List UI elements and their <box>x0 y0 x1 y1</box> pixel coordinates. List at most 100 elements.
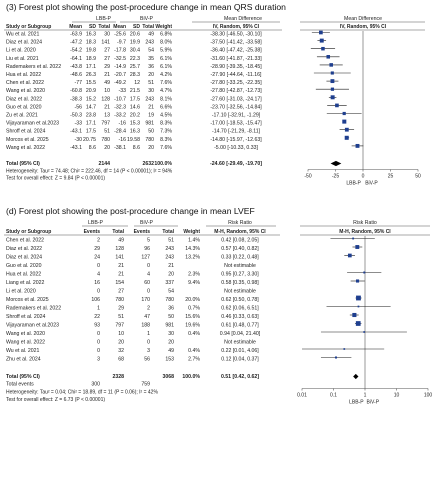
table-cell: 20 <box>104 145 110 151</box>
study-point <box>356 295 361 301</box>
table-cell: -33 <box>75 121 83 127</box>
table-cell: 49 <box>168 348 174 354</box>
column-header: SD <box>133 24 140 30</box>
table-cell: 0.61 [0.48, 0.77] <box>221 323 259 329</box>
column-header: Mean <box>113 24 126 30</box>
column-header: M-H, Random, 95% CI <box>214 229 266 235</box>
tick-label: 0 <box>362 174 365 180</box>
study-point <box>335 103 339 108</box>
table-cell: 0 <box>147 340 150 346</box>
study-name: Li et al. 2020 <box>6 48 36 54</box>
heterogeneity-text: Heterogeneity: Tau² = 0.04; Chi² = 18.89… <box>6 390 158 396</box>
table-cell: -64.1 <box>70 56 82 62</box>
table-cell: 22.3 <box>130 56 140 62</box>
forest-plot-qrs: LBB-P BiV-P Mean Difference Mean Difference… <box>4 16 425 187</box>
table-cell: 21 <box>118 272 124 278</box>
table-cell: 25.7 <box>130 64 140 70</box>
column-header: IV, Random, 95% CI <box>213 24 260 30</box>
total-cell: 2632 <box>142 161 154 167</box>
study-point <box>330 71 334 75</box>
table-cell: 128 <box>101 96 110 102</box>
table-cell: 68 <box>118 357 124 363</box>
table-cell: 170 <box>141 297 150 303</box>
table-cell: 0.7% <box>188 306 200 312</box>
table-cell: 0.22 [0.01, 4.06] <box>221 348 259 354</box>
table-cell: 243 <box>145 96 154 102</box>
table-cell: 0 <box>97 289 100 295</box>
table-cell: 6.8% <box>160 32 172 38</box>
table-cell: 2 <box>97 238 100 244</box>
study-point <box>355 321 361 326</box>
table-cell: 127 <box>141 255 150 261</box>
table-cell: 19.8 <box>86 48 96 54</box>
table-cell: 30.4 <box>130 48 140 54</box>
study-name: Diaz et al. 2022 <box>6 246 42 252</box>
table-cell: 18.3 <box>86 40 96 46</box>
study-name: Hua et al. 2022 <box>6 72 41 78</box>
table-cell: 35 <box>148 56 154 62</box>
table-cell: -20.7 <box>114 72 126 78</box>
table-cell: -56 <box>75 104 83 110</box>
table-cell: -17.10 [-32.91, -1.29] <box>212 113 261 119</box>
table-cell: 36 <box>168 306 174 312</box>
table-cell: 0 <box>147 263 150 269</box>
table-cell: -43.8 <box>70 64 82 70</box>
table-cell: 15.2 <box>86 96 96 102</box>
tick-label: 25 <box>388 174 394 180</box>
table-cell: 20.0% <box>185 297 200 303</box>
study-name: Diaz et al. 2022 <box>6 96 42 102</box>
total-cell: 0.51 [0.42, 0.62] <box>221 374 259 380</box>
panel-c-heading: (3) Forest plot showing the post-procedu… <box>6 2 286 12</box>
column-header: Events <box>134 229 151 235</box>
table-cell: 0.42 [0.08, 2.05] <box>221 238 259 244</box>
study-name: Guo et al. 2020 <box>6 263 42 269</box>
total-cell: 3068 <box>162 374 174 380</box>
study-name: Chen et al. 2022 <box>6 80 44 86</box>
table-cell: -38.3 <box>70 96 82 102</box>
overall-effect-text: Test for overall effect: Z = 6.73 (P < 0… <box>6 397 105 403</box>
tick-label: 10 <box>394 393 400 399</box>
table-cell: 0.4% <box>188 331 200 337</box>
study-name: Wang et al. 2020 <box>6 88 45 94</box>
total-events-cell: 300 <box>91 382 100 388</box>
table-cell: 19.6% <box>185 323 200 329</box>
table-cell: -27.80 [-33.25, -22.35] <box>210 80 262 86</box>
study-point <box>355 143 360 148</box>
table-cell: 49 <box>118 238 124 244</box>
table-cell: 21 <box>118 263 124 269</box>
table-cell: 20 <box>168 272 174 278</box>
table-cell: 30 <box>148 88 154 94</box>
group-header: Mean Difference <box>224 16 262 22</box>
table-cell: 16.3 <box>86 32 96 38</box>
table-cell: 337 <box>165 280 174 286</box>
table-cell: -77 <box>75 80 83 86</box>
table-cell: -32.5 <box>114 56 126 62</box>
total-events-label: Total events <box>6 382 34 388</box>
table-cell: 26.3 <box>86 72 96 78</box>
table-cell: 30 <box>168 331 174 337</box>
table-cell: 780 <box>101 137 110 143</box>
table-cell: 22 <box>94 314 100 320</box>
study-name: Wang et al. 2022 <box>6 145 45 151</box>
table-cell: 20.6 <box>130 32 140 38</box>
table-cell: 0 <box>97 331 100 337</box>
column-header: Total <box>98 24 110 30</box>
table-cell: 154 <box>115 280 124 286</box>
table-cell: 5 <box>147 238 150 244</box>
table-cell: 17.1 <box>86 121 96 127</box>
table-cell: 0.57 [0.40, 0.82] <box>221 246 259 252</box>
table-cell: -14.80 [-15.97, -12.63] <box>210 137 262 143</box>
table-cell: 50 <box>148 129 154 135</box>
table-cell: -16 <box>119 137 127 143</box>
table-cell: 243 <box>165 255 174 261</box>
table-cell: 128 <box>115 246 124 252</box>
study-name: Chen et al. 2022 <box>6 238 44 244</box>
table-cell: 0 <box>97 340 100 346</box>
tick-label: -25 <box>332 174 339 180</box>
table-cell: -14.70 [-21.29, -8.11] <box>212 129 261 135</box>
table-cell: -48.6 <box>70 72 82 78</box>
study-point <box>334 356 338 359</box>
table-cell: 36 <box>148 64 154 70</box>
column-header: SD <box>89 24 96 30</box>
study-point <box>342 119 347 124</box>
